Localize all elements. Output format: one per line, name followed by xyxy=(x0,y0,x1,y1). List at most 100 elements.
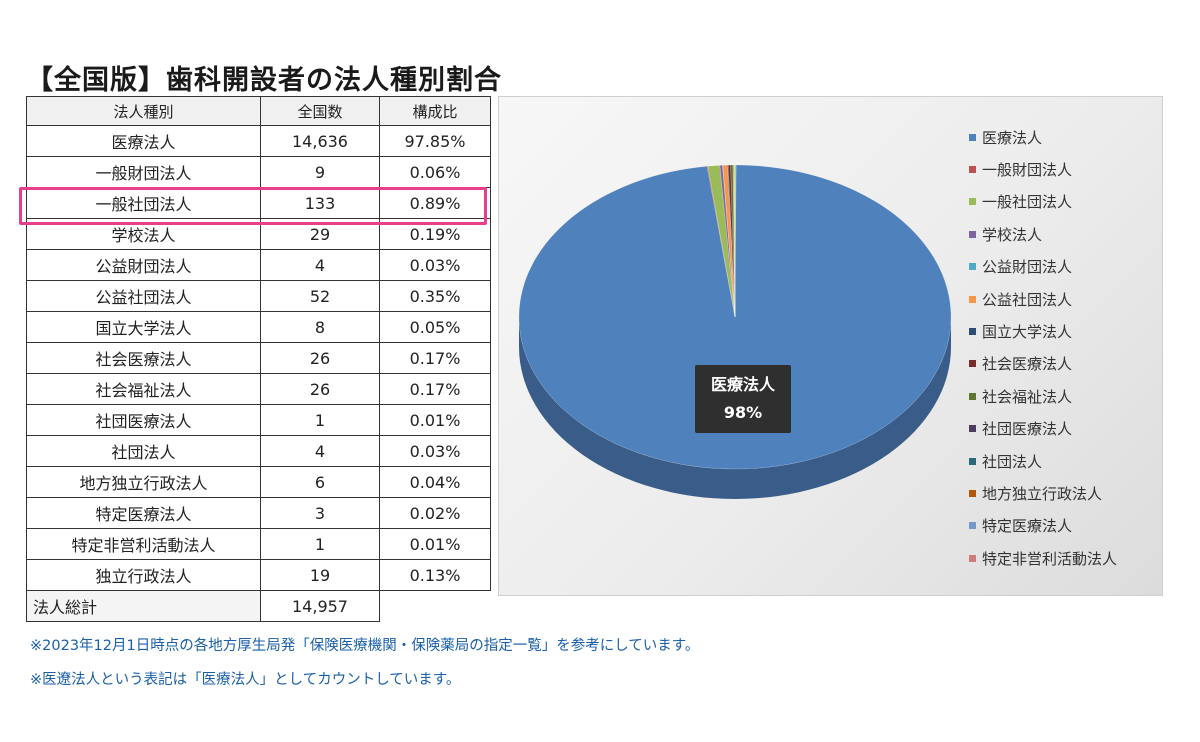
legend-label: 地方独立行政法人 xyxy=(982,484,1103,503)
legend-swatch xyxy=(969,554,976,562)
row-type-cell: 国立大学法人 xyxy=(26,311,261,343)
legend-item: 学校法人 xyxy=(969,218,1117,250)
legend-swatch xyxy=(969,328,976,336)
legend-label: 社団法人 xyxy=(982,452,1043,471)
data-label-value: 98% xyxy=(723,403,763,422)
row-ratio-cell: 0.03% xyxy=(379,249,491,281)
legend-item: 一般社団法人 xyxy=(969,186,1117,218)
row-count-cell: 26 xyxy=(260,342,380,374)
pie-slice xyxy=(707,165,736,318)
table-row: 社団法人 4 0.03% xyxy=(26,435,491,467)
legend-item: 国立大学法人 xyxy=(969,315,1117,347)
row-count-cell: 6 xyxy=(260,466,380,498)
pie-slice xyxy=(733,164,736,318)
header-ratio: 構成比 xyxy=(379,96,491,126)
total-blank-cell xyxy=(380,591,491,622)
table-header-row: 法人種別 全国数 構成比 xyxy=(26,96,491,126)
pie-slice xyxy=(727,164,736,318)
row-type-cell: 公益財団法人 xyxy=(26,249,261,281)
header-type: 法人種別 xyxy=(26,96,261,126)
legend-label: 一般財団法人 xyxy=(982,161,1073,180)
legend-item: 特定非営利活動法人 xyxy=(969,542,1117,574)
table-row: 社会医療法人 26 0.17% xyxy=(26,342,491,374)
pie-slice xyxy=(733,164,736,318)
table-row: 地方独立行政法人 6 0.04% xyxy=(26,466,491,498)
row-count-cell: 26 xyxy=(260,373,380,405)
legend-label: 一般社団法人 xyxy=(982,193,1073,212)
row-ratio-cell: 0.04% xyxy=(379,466,491,498)
table-row: 公益財団法人 4 0.03% xyxy=(26,249,491,281)
corporation-type-table: 法人種別 全国数 構成比 医療法人 14,636 97.85% 一般財団法人 9 0.06… xyxy=(26,96,491,622)
row-ratio-cell: 0.05% xyxy=(379,311,491,343)
legend-label: 公益社団法人 xyxy=(982,290,1073,309)
legend-swatch xyxy=(969,522,976,530)
pie-slice-side xyxy=(519,317,951,499)
row-ratio-cell: 0.35% xyxy=(379,280,491,312)
legend-item: 社団法人 xyxy=(969,445,1117,477)
row-type-cell: 一般財団法人 xyxy=(26,156,261,188)
table-row: 特定医療法人 3 0.02% xyxy=(26,497,491,529)
row-count-cell: 3 xyxy=(260,497,380,529)
table-row: 社会福祉法人 26 0.17% xyxy=(26,373,491,405)
legend-label: 国立大学法人 xyxy=(982,323,1073,342)
row-type-cell: 医療法人 xyxy=(26,125,261,157)
table-row: 国立大学法人 8 0.05% xyxy=(26,311,491,343)
note-source: ※2023年12月1日時点の各地方厚生局発「保険医療機関・保険薬局の指定一覧」を… xyxy=(30,638,700,654)
legend-item: 社会医療法人 xyxy=(969,348,1117,380)
legend-item: 公益社団法人 xyxy=(969,283,1117,315)
row-ratio-cell: 0.17% xyxy=(379,373,491,405)
legend-item: 医療法人 xyxy=(969,121,1117,153)
row-count-cell: 9 xyxy=(260,156,380,188)
table-body: 医療法人 14,636 97.85% 一般財団法人 9 0.06% 一般社団法人 133 0.8… xyxy=(26,125,491,591)
row-type-cell: 公益社団法人 xyxy=(26,280,261,312)
pie-slice xyxy=(734,164,736,318)
legend-swatch xyxy=(969,133,976,141)
data-label-category: 医療法人 xyxy=(710,375,775,394)
row-type-cell: 社会医療法人 xyxy=(26,342,261,374)
row-count-cell: 52 xyxy=(260,280,380,312)
row-ratio-cell: 0.13% xyxy=(379,559,491,591)
legend-swatch xyxy=(969,392,976,400)
table-row: 社団医療法人 1 0.01% xyxy=(26,404,491,436)
row-type-cell: 一般社団法人 xyxy=(26,187,261,219)
row-ratio-cell: 0.17% xyxy=(379,342,491,374)
page-title: 【全国版】歯科開設者の法人種別割合 xyxy=(26,65,502,96)
pie-slice xyxy=(734,164,737,318)
legend-label: 公益財団法人 xyxy=(982,258,1073,277)
row-type-cell: 社団医療法人 xyxy=(26,404,261,436)
pie-slice xyxy=(730,164,736,318)
legend-swatch xyxy=(969,198,976,206)
pie-data-label: 医療法人 98% xyxy=(695,365,791,433)
legend-item: 社団医療法人 xyxy=(969,413,1117,445)
total-row: 法人総計 14,957 xyxy=(26,590,491,622)
pie-side-group xyxy=(519,317,951,499)
pie-top-group xyxy=(518,164,952,470)
total-value: 14,957 xyxy=(260,590,380,622)
pie-slice xyxy=(728,164,736,318)
legend-item: 特定医療法人 xyxy=(969,510,1117,542)
table-row: 医療法人 14,636 97.85% xyxy=(26,125,491,157)
row-count-cell: 19 xyxy=(260,559,380,591)
row-type-cell: 社会福祉法人 xyxy=(26,373,261,405)
row-count-cell: 14,636 xyxy=(260,125,380,157)
legend-label: 社団医療法人 xyxy=(982,420,1073,439)
row-count-cell: 4 xyxy=(260,435,380,467)
row-count-cell: 1 xyxy=(260,528,380,560)
legend-swatch xyxy=(969,230,976,238)
row-ratio-cell: 0.01% xyxy=(379,404,491,436)
row-ratio-cell: 0.06% xyxy=(379,156,491,188)
legend-swatch xyxy=(969,489,976,497)
legend-swatch xyxy=(969,425,976,433)
legend-item: 地方独立行政法人 xyxy=(969,477,1117,509)
legend-label: 特定非営利活動法人 xyxy=(982,549,1118,568)
legend-label: 社会医療法人 xyxy=(982,355,1073,374)
highlight-box xyxy=(19,187,487,225)
pie-slice xyxy=(722,164,736,318)
header-count: 全国数 xyxy=(260,96,380,126)
pie-slice xyxy=(732,164,736,318)
row-type-cell: 地方独立行政法人 xyxy=(26,466,261,498)
table-row: 独立行政法人 19 0.13% xyxy=(26,559,491,591)
row-ratio-cell: 0.01% xyxy=(379,528,491,560)
legend-swatch xyxy=(969,166,976,174)
total-label: 法人総計 xyxy=(26,590,261,622)
